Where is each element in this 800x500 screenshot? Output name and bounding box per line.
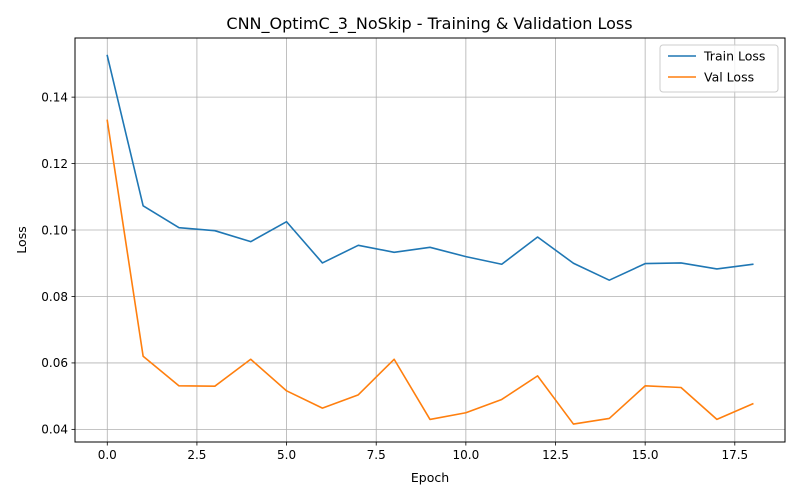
x-tick-label: 0.0	[98, 448, 117, 462]
y-tick-label: 0.12	[41, 157, 68, 171]
grid-lines	[75, 38, 785, 442]
x-tick-label: 5.0	[277, 448, 296, 462]
legend: Train Loss Val Loss	[659, 44, 779, 93]
legend-label-train-loss: Train Loss	[703, 49, 765, 64]
x-axis-label: Epoch	[411, 470, 449, 485]
series-line-val-loss	[106, 119, 754, 425]
y-tick-label: 0.08	[41, 290, 68, 304]
x-tick-label: 2.5	[187, 448, 206, 462]
series-line-train-loss	[106, 54, 754, 282]
chart-title: CNN_OptimC_3_NoSkip - Training & Validat…	[226, 14, 632, 34]
y-tick-label: 0.14	[41, 90, 68, 104]
x-tick-label: 7.5	[367, 448, 386, 462]
x-tick-label: 12.5	[542, 448, 569, 462]
y-tick-label: 0.06	[41, 356, 68, 370]
x-tick-label: 17.5	[721, 448, 748, 462]
y-axis-label: Loss	[14, 226, 29, 253]
x-tick-label: 15.0	[632, 448, 659, 462]
legend-label-val-loss: Val Loss	[704, 70, 754, 85]
y-tick-label: 0.10	[41, 223, 68, 237]
plot-frame	[74, 37, 786, 443]
x-tick-label: 10.0	[452, 448, 479, 462]
axis-ticks: 0.0 2.5 5.0 7.5 10.0 12.5 15.0 17.5 0.04 0.06 0.08…	[41, 90, 748, 462]
y-tick-label: 0.04	[41, 423, 68, 437]
series-layer	[106, 54, 754, 425]
